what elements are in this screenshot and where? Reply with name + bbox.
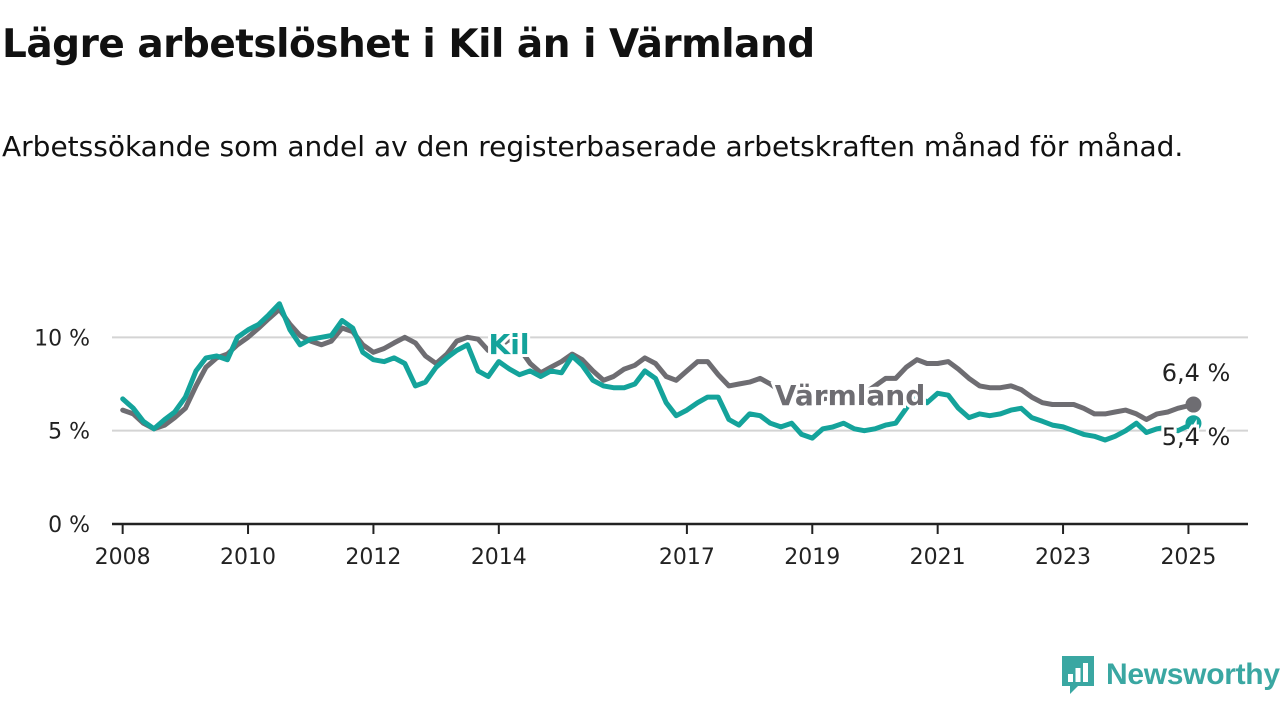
end-value-label-kil: 5,4 % <box>1162 423 1231 451</box>
end-dot-kil <box>1185 415 1202 432</box>
x-tick-label: 2023 <box>1035 545 1091 570</box>
x-tick-label: 2014 <box>471 545 527 570</box>
series-line-kil <box>120 301 1196 443</box>
x-tick-label: 2008 <box>95 545 151 570</box>
series-label-varmland: Värmland <box>775 379 926 412</box>
x-tick-label: 2019 <box>784 545 840 570</box>
x-tick-label: 2010 <box>220 545 276 570</box>
x-tick-label: 2017 <box>659 545 715 570</box>
newsworthy-logo-icon <box>1062 656 1094 694</box>
brand-logo: Newsworthy <box>1060 654 1280 696</box>
x-tick-label: 2025 <box>1160 545 1216 570</box>
end-value-label-varmland: 6,4 % <box>1162 359 1231 387</box>
chart-subtitle: Arbetssökande som andel av den registerb… <box>2 130 1184 163</box>
series-label-kil: Kil <box>489 328 530 361</box>
end-dot-värmland <box>1185 396 1202 413</box>
chart-title: Lägre arbetslöshet i Kil än i Värmland <box>2 22 815 67</box>
y-tick-label: 10 % <box>34 326 90 351</box>
x-tick-label: 2012 <box>345 545 401 570</box>
brand-name: Newsworthy <box>1106 658 1280 691</box>
y-tick-label: 5 % <box>48 420 90 445</box>
x-tick-label: 2021 <box>910 545 966 570</box>
y-tick-label: 0 % <box>48 513 90 538</box>
series-line-värmland <box>120 306 1196 432</box>
